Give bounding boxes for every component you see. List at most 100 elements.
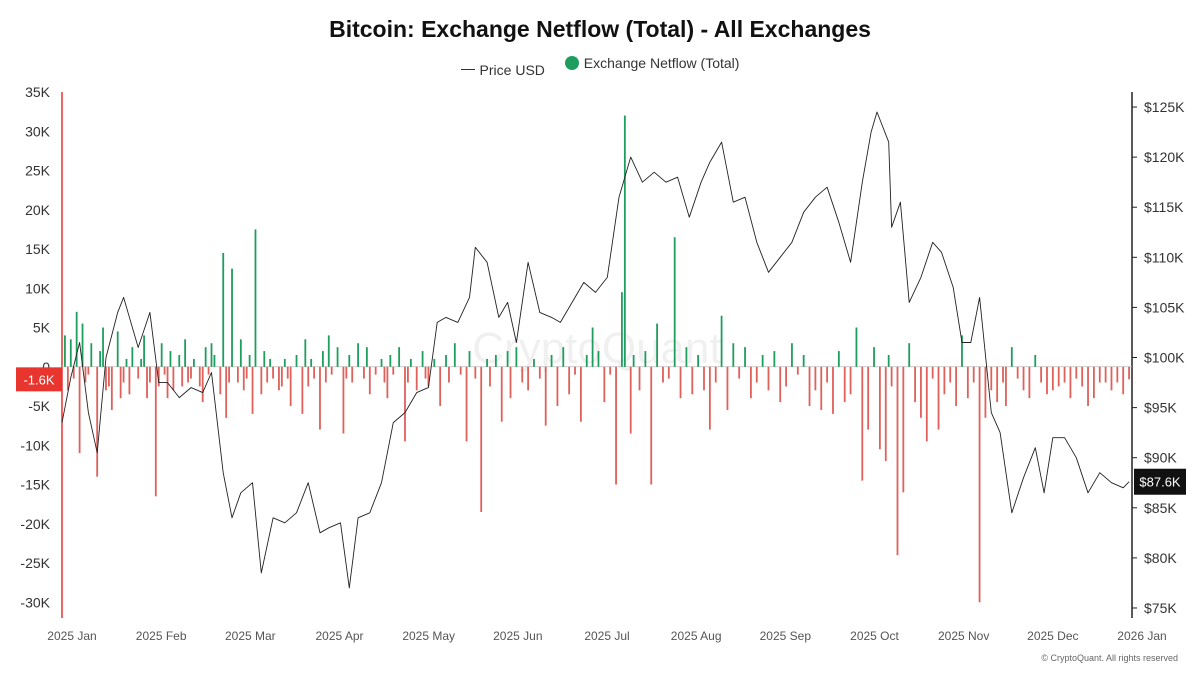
netflow-bar [603,366,606,403]
netflow-bar [110,366,113,410]
netflow-bar [78,366,81,454]
legend-label-price: Price USD [479,61,545,78]
netflow-bar [169,351,172,367]
netflow-bar [629,366,632,434]
x-tick-label: 2025 Mar [225,629,276,643]
current-price-badge [1134,468,1186,495]
netflow-bar [231,268,233,367]
netflow-bar [143,335,145,367]
netflow-bar [213,355,216,367]
netflow-bar [585,355,588,367]
right-tick-label: $75K [1144,600,1177,616]
legend-item-netflow[interactable]: Exchange Netflow (Total) [564,55,740,71]
netflow-bar [87,366,90,375]
x-tick-label: 2025 Jun [493,629,542,643]
netflow-bar [190,366,192,379]
x-tick-label: 2025 Nov [938,629,989,643]
netflow-bar [69,339,72,367]
netflow-bar [465,366,468,442]
netflow-bar [884,366,887,461]
legend-line-swatch [460,69,475,70]
netflow-bar [181,366,184,387]
netflow-bar [357,343,359,367]
netflow-bar [738,366,741,379]
left-tick-label: 25K [25,163,51,179]
netflow-bar [990,366,993,391]
netflow-bar [662,366,664,383]
netflow-bar [1005,366,1007,407]
netflow-bar [313,366,316,379]
netflow-bar [820,366,823,410]
netflow-bar [615,366,617,485]
netflow-bar [84,366,87,383]
netflow-bar [708,366,711,430]
netflow-bar [184,339,187,367]
netflow-bar [266,366,269,383]
netflow-bar [289,366,292,407]
netflow-bar [538,366,541,379]
netflow-bar [407,366,409,383]
price-line [61,111,1130,589]
netflow-bar [1057,366,1060,387]
netflow-bar [925,366,928,442]
left-tick-label: 35K [25,84,51,100]
x-tick-label: 2025 Jan [47,629,96,643]
netflow-bar [81,323,84,367]
netflow-bar [785,366,787,387]
netflow-bar [283,358,286,367]
netflow-bar [204,347,207,367]
netflow-bar [254,229,257,367]
netflow-bar [621,292,623,367]
netflow-bar [368,366,371,395]
netflow-bar [219,366,222,395]
right-tick-label: $85K [1144,500,1177,516]
right-tick-label: $115K [1144,199,1184,215]
netflow-bar [837,351,840,367]
netflow-bar [374,366,377,375]
netflow-bar [486,358,488,367]
netflow-bar [278,366,280,391]
x-tick-label: 2025 Apr [315,629,363,643]
right-tick-label: $100K [1144,350,1185,366]
netflow-bar [500,366,503,422]
netflow-bar [679,366,682,399]
netflow-bar [826,366,829,383]
netflow-bar [656,323,658,367]
right-tick-label: $80K [1144,550,1177,566]
netflow-bar [154,366,157,497]
current-price-value: $87.6K [1139,475,1181,490]
netflow-bar [744,347,746,367]
netflow-bar [96,366,99,477]
left-tick-label: -10K [20,437,50,453]
netflow-bar [260,366,263,395]
netflow-bar [1063,366,1066,383]
netflow-bar [650,366,653,485]
right-tick-label: $120K [1144,149,1185,165]
netflow-bar [389,355,392,367]
legend-dot-swatch [564,56,579,70]
netflow-bar [609,366,612,375]
netflow-bar [301,366,304,414]
netflow-bar [149,366,151,383]
right-tick-label: $110K [1144,249,1184,265]
netflow-bar [307,366,310,387]
netflow-bar [363,366,365,379]
netflow-bar [251,366,254,414]
netflow-bar [236,366,239,383]
left-tick-label: -5K [28,398,50,414]
legend-label-netflow: Exchange Netflow (Total) [583,55,740,71]
netflow-bar [961,335,963,367]
netflow-bar [392,366,395,375]
netflow-bar [714,366,717,383]
netflow-bar [304,339,307,367]
netflow-bar [506,351,509,367]
netflow-bar [198,366,201,387]
legend-item-price[interactable]: Price USD [460,61,545,78]
netflow-bar [562,347,565,367]
left-tick-label: 15K [25,241,51,257]
netflow-bar [210,343,213,367]
right-tick-label: $95K [1144,400,1177,416]
x-tick-label: 2025 Sep [760,629,812,643]
netflow-bar [474,366,477,379]
